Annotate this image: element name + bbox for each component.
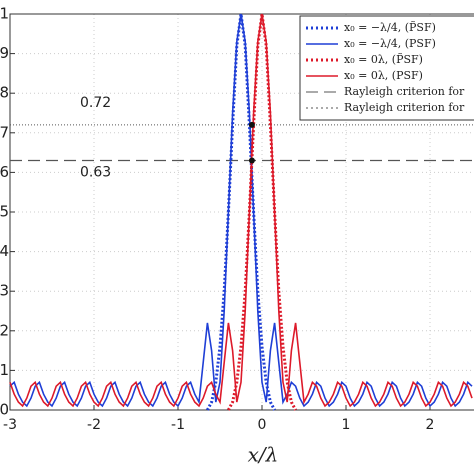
x-tick-label: 1 <box>342 417 351 433</box>
x-axis-label: x/λ <box>248 443 279 467</box>
y-tick-label: 0.5 <box>0 203 9 221</box>
y-tick-label: 0.1 <box>0 361 9 379</box>
y-tick-label: 0.7 <box>0 123 9 141</box>
series-line <box>206 13 276 411</box>
legend-label: x₀ = 0λ, (P̃SF) <box>344 53 423 66</box>
annotation: 0.63 <box>80 165 111 181</box>
plot-frame <box>9 13 474 411</box>
y-tick-label: 0.3 <box>0 282 9 300</box>
x-tick-label: -2 <box>87 417 101 433</box>
legend-box <box>299 15 474 121</box>
series-line <box>9 13 473 408</box>
y-tick-label: 0.4 <box>0 242 9 260</box>
legend-label: Rayleigh criterion for <box>344 85 465 98</box>
y-tick-label: 0 <box>0 401 9 419</box>
x-tick-label: 0 <box>258 417 267 433</box>
y-tick-label: 0.6 <box>0 163 9 181</box>
y-tick-label: 1 <box>0 5 9 23</box>
annotation: 0.72 <box>80 95 111 111</box>
series-line <box>227 13 297 411</box>
legend-label: Rayleigh criterion for <box>344 101 465 114</box>
y-tick-label: 0.9 <box>0 44 9 62</box>
x-tick-label: 2 <box>426 417 435 433</box>
x-tick-label: -1 <box>171 417 185 433</box>
legend-label: x₀ = −λ/4, (PSF) <box>344 37 436 50</box>
y-tick-label: 0.2 <box>0 321 9 339</box>
intersection-point <box>248 157 255 164</box>
intersection-point <box>248 121 255 128</box>
legend-label: x₀ = −λ/4, (P̃SF) <box>344 21 436 34</box>
legend: x₀ = −λ/4, (P̃SF) x₀ = −λ/4, (PSF) x₀ = 0λ… <box>299 15 474 121</box>
x-tick-label: -3 <box>3 417 17 433</box>
y-tick-label: 0.8 <box>0 84 9 102</box>
legend-label: x₀ = 0λ, (PSF) <box>344 69 423 82</box>
